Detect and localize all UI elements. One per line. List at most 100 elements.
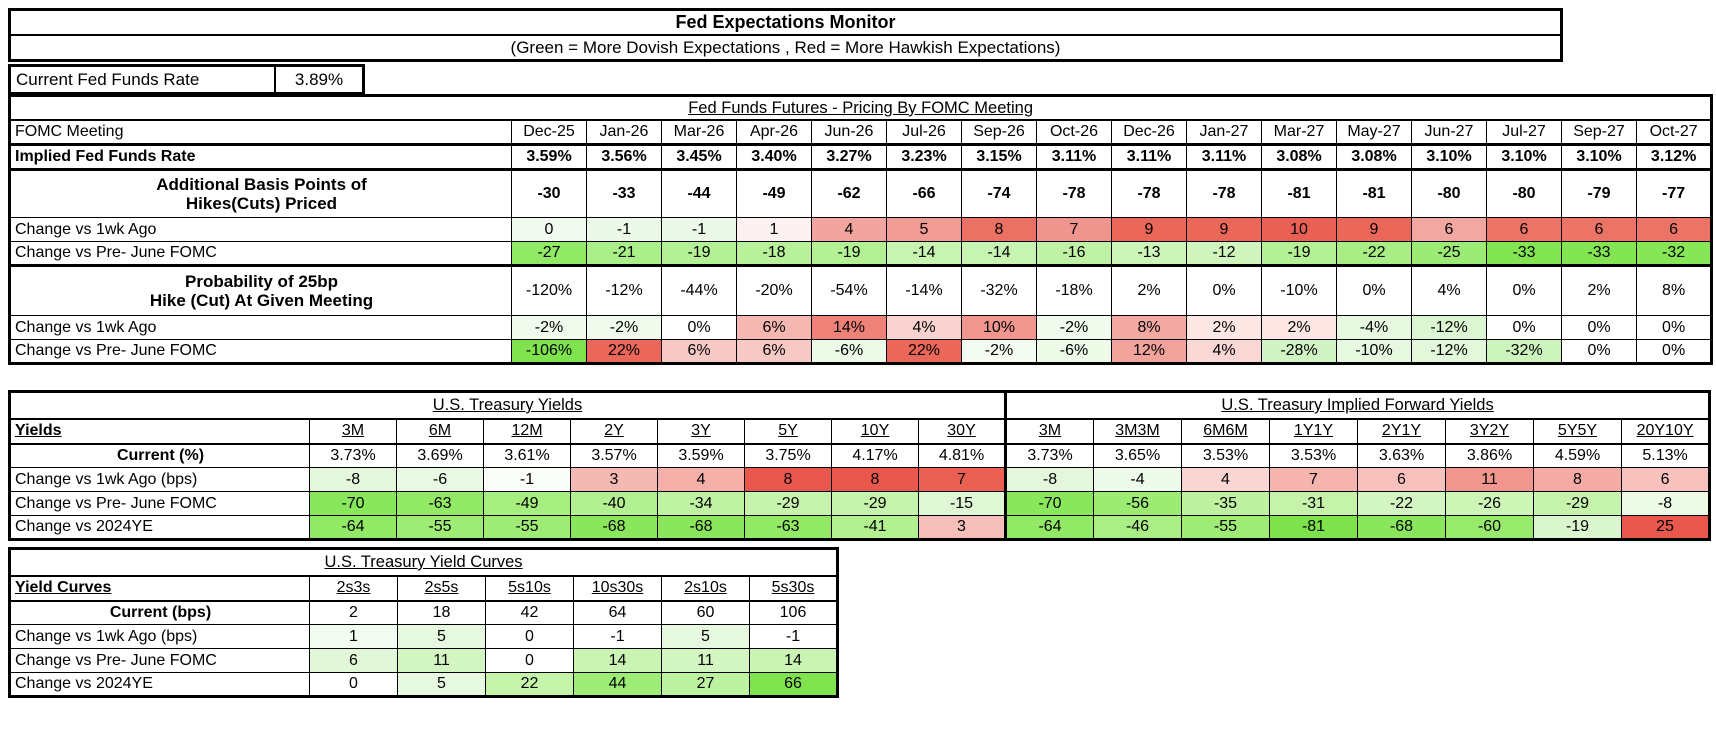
cell: -10% bbox=[1261, 265, 1337, 316]
cell: 6 bbox=[1357, 467, 1446, 492]
cell: 3.10% bbox=[1486, 144, 1562, 171]
cell: -6% bbox=[811, 339, 887, 364]
cell: -32% bbox=[961, 265, 1037, 316]
cell: -55 bbox=[483, 515, 571, 540]
cell: 3.11% bbox=[1036, 144, 1112, 171]
row-label: Change vs Pre- June FOMC bbox=[9, 491, 310, 516]
cell: 3.11% bbox=[1111, 144, 1187, 171]
cell: 0 bbox=[309, 672, 398, 697]
table-title: U.S. Treasury Yields bbox=[9, 391, 1006, 420]
cell: -55 bbox=[1181, 515, 1270, 540]
cell: 5.13% bbox=[1620, 443, 1711, 468]
table-row: Change vs 1wk Ago (bps) 1 5 0 -1 5 -1 bbox=[9, 624, 839, 649]
table-row: Change vs Pre- June FOMC -106% 22% 6% 6% -6% 2… bbox=[9, 339, 1713, 364]
cell: 60 bbox=[661, 600, 750, 625]
cell: 3.27% bbox=[811, 144, 887, 171]
cell: -32% bbox=[1486, 339, 1562, 364]
cell: 4.81% bbox=[918, 443, 1006, 468]
cell: 3.11% bbox=[1186, 144, 1262, 171]
cell: -4% bbox=[1336, 315, 1412, 340]
cell: -12% bbox=[1411, 339, 1487, 364]
cell: 3.10% bbox=[1411, 144, 1487, 171]
cell: -44% bbox=[661, 265, 737, 316]
corner-label: Yield Curves bbox=[9, 575, 310, 602]
cell: 4% bbox=[1411, 265, 1487, 316]
cell: 0 bbox=[511, 217, 587, 242]
cell: 27 bbox=[661, 672, 750, 697]
row-label: Implied Fed Funds Rate bbox=[9, 144, 512, 171]
cell: 3.45% bbox=[661, 144, 737, 171]
cell: -70 bbox=[309, 491, 397, 516]
cell: -18% bbox=[1036, 265, 1112, 316]
cell: -63 bbox=[396, 491, 484, 516]
cell: -80 bbox=[1486, 169, 1562, 218]
cell: -29 bbox=[744, 491, 832, 516]
cell: -32 bbox=[1635, 241, 1713, 267]
cell: 3.08% bbox=[1261, 144, 1337, 171]
cell: -66 bbox=[886, 169, 962, 218]
cell: 64 bbox=[573, 600, 662, 625]
cell: -18 bbox=[736, 241, 812, 267]
column-header: 30Y bbox=[918, 418, 1006, 445]
table-row: Current (%) 3.73% 3.69% 3.61% 3.57% 3.59% 3.75… bbox=[9, 443, 1711, 468]
cell: -120% bbox=[511, 265, 587, 316]
cell: 6 bbox=[1620, 467, 1711, 492]
cell: 2% bbox=[1111, 265, 1187, 316]
table-row: Change vs 2024YE 0 5 22 44 27 66 bbox=[9, 672, 839, 697]
cell: -22 bbox=[1357, 491, 1446, 516]
table-row: Change vs 1wk Ago -2% -2% 0% 6% 14% 4% 10% -2% 8%… bbox=[9, 315, 1713, 340]
column-header: 10s30s bbox=[573, 575, 662, 602]
cell: 12% bbox=[1111, 339, 1187, 364]
cell: 7 bbox=[1269, 467, 1358, 492]
cell: -63 bbox=[744, 515, 832, 540]
cell: -81 bbox=[1269, 515, 1358, 540]
cell: 22% bbox=[586, 339, 662, 364]
column-header: Jan-26 bbox=[586, 119, 662, 146]
row-label: Current (bps) bbox=[9, 600, 310, 625]
table-row: Change vs Pre- June FOMC -70 -63 -49 -40 -34-… bbox=[9, 491, 1711, 516]
cell: 8 bbox=[744, 467, 832, 492]
cell: 3.15% bbox=[961, 144, 1037, 171]
cell: -34 bbox=[657, 491, 745, 516]
cell: -49 bbox=[483, 491, 571, 516]
cell: 4 bbox=[657, 467, 745, 492]
cell: 0% bbox=[1486, 315, 1562, 340]
cell: 3.75% bbox=[744, 443, 832, 468]
cell: -44 bbox=[661, 169, 737, 218]
cell: 44 bbox=[573, 672, 662, 697]
cell: -12 bbox=[1186, 241, 1262, 267]
cell: -21 bbox=[586, 241, 662, 267]
cell: 2% bbox=[1186, 315, 1262, 340]
cell: -6 bbox=[396, 467, 484, 492]
cell: -78 bbox=[1036, 169, 1112, 218]
cell: 6 bbox=[1486, 217, 1562, 242]
cell: 0% bbox=[1486, 265, 1562, 316]
cell: 0% bbox=[1186, 265, 1262, 316]
header: Fed Expectations Monitor (Green = More D… bbox=[8, 8, 1563, 62]
cell: -40 bbox=[570, 491, 658, 516]
column-header: 10Y bbox=[831, 418, 919, 445]
cell: -1 bbox=[483, 467, 571, 492]
cell: 3.12% bbox=[1635, 144, 1713, 171]
cell: 10 bbox=[1261, 217, 1337, 242]
cell: -26 bbox=[1445, 491, 1534, 516]
cell: -1 bbox=[573, 624, 662, 649]
cell: 3.69% bbox=[396, 443, 484, 468]
cell: 22 bbox=[485, 672, 574, 697]
row-label: Change vs 2024YE bbox=[9, 672, 310, 697]
cell: 3.63% bbox=[1357, 443, 1446, 468]
cell: -74 bbox=[961, 169, 1037, 218]
cell: 4.17% bbox=[831, 443, 919, 468]
cell: 6 bbox=[1411, 217, 1487, 242]
table-row: Change vs 1wk Ago 0 -1 -1 1 4 5 8 7 9 9 10 9 6 6 6 6 bbox=[9, 217, 1713, 242]
cell: -54% bbox=[811, 265, 887, 316]
cell: 8 bbox=[831, 467, 919, 492]
page-subtitle: (Green = More Dovish Expectations , Red … bbox=[510, 38, 1061, 57]
column-header: 2s5s bbox=[397, 575, 486, 602]
column-header: 3M3M bbox=[1093, 418, 1182, 445]
current-fed-funds-label: Current Fed Funds Rate bbox=[11, 67, 276, 92]
column-header: 5Y bbox=[744, 418, 832, 445]
cell: -1 bbox=[748, 624, 839, 649]
cell: 6 bbox=[1561, 217, 1637, 242]
cell: 14% bbox=[811, 315, 887, 340]
